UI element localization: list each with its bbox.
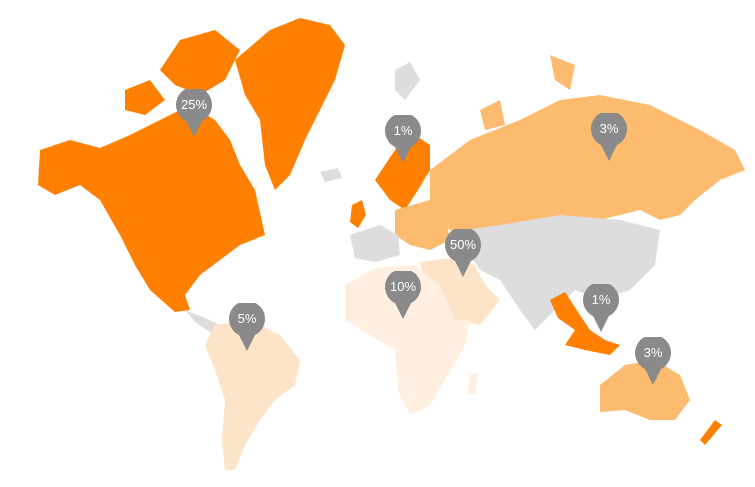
map-pin-icon	[445, 229, 481, 277]
marker-label: 1%	[393, 123, 413, 138]
region-middle-east[interactable]	[420, 258, 500, 325]
marker-label: 3%	[643, 345, 663, 360]
marker-northern-europe[interactable]: 1%	[385, 115, 421, 163]
map-pin-icon	[591, 113, 627, 161]
marker-label: 5%	[237, 311, 257, 326]
region-south-america[interactable]	[205, 320, 300, 470]
marker-australia[interactable]: 3%	[635, 337, 671, 385]
marker-middle-east[interactable]: 50%	[445, 229, 481, 277]
region-uk[interactable]	[350, 200, 366, 228]
region-africa[interactable]	[345, 265, 470, 415]
map-pin-icon	[176, 89, 212, 137]
region-western-europe[interactable]	[350, 225, 400, 262]
region-north-america[interactable]	[38, 105, 265, 312]
region-australia[interactable]	[600, 360, 690, 420]
marker-label: 1%	[591, 292, 611, 307]
map-pin-icon	[385, 115, 421, 163]
marker-label: 10%	[389, 279, 417, 294]
region-northern-europe[interactable]	[375, 135, 430, 210]
marker-africa[interactable]: 10%	[385, 271, 421, 319]
map-pin-icon	[229, 303, 265, 351]
region-arctic-islands[interactable]	[125, 30, 240, 115]
marker-label: 50%	[449, 237, 477, 252]
marker-label: 3%	[599, 121, 619, 136]
region-greenland[interactable]	[235, 18, 345, 190]
map-pin-icon	[635, 337, 671, 385]
region-svalbard[interactable]	[395, 62, 420, 100]
marker-south-america[interactable]: 5%	[229, 303, 265, 351]
region-russia[interactable]	[430, 95, 745, 235]
marker-southeast-asia[interactable]: 1%	[583, 284, 619, 332]
region-new-zealand[interactable]	[700, 420, 722, 445]
region-asia[interactable]	[450, 215, 660, 330]
marker-russia[interactable]: 3%	[591, 113, 627, 161]
region-southeast-asia[interactable]	[550, 292, 620, 355]
map-pin-icon	[583, 284, 619, 332]
region-iceland[interactable]	[320, 168, 342, 182]
marker-label: 25%	[180, 97, 208, 112]
region-arctic-russia[interactable]	[480, 55, 575, 130]
marker-north-america[interactable]: 25%	[176, 89, 212, 137]
map-pin-icon	[385, 271, 421, 319]
region-madagascar[interactable]	[468, 372, 478, 395]
